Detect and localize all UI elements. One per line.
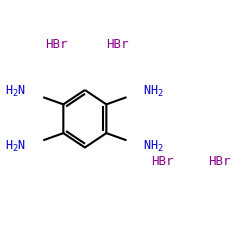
Text: HBr: HBr [208,155,230,168]
Text: HBr: HBr [106,38,128,52]
Text: H$_2$N: H$_2$N [6,84,26,99]
Text: NH$_2$: NH$_2$ [143,84,164,99]
Text: HBr: HBr [151,155,173,168]
Text: HBr: HBr [45,38,68,52]
Text: H$_2$N: H$_2$N [6,139,26,154]
Text: NH$_2$: NH$_2$ [143,139,164,154]
